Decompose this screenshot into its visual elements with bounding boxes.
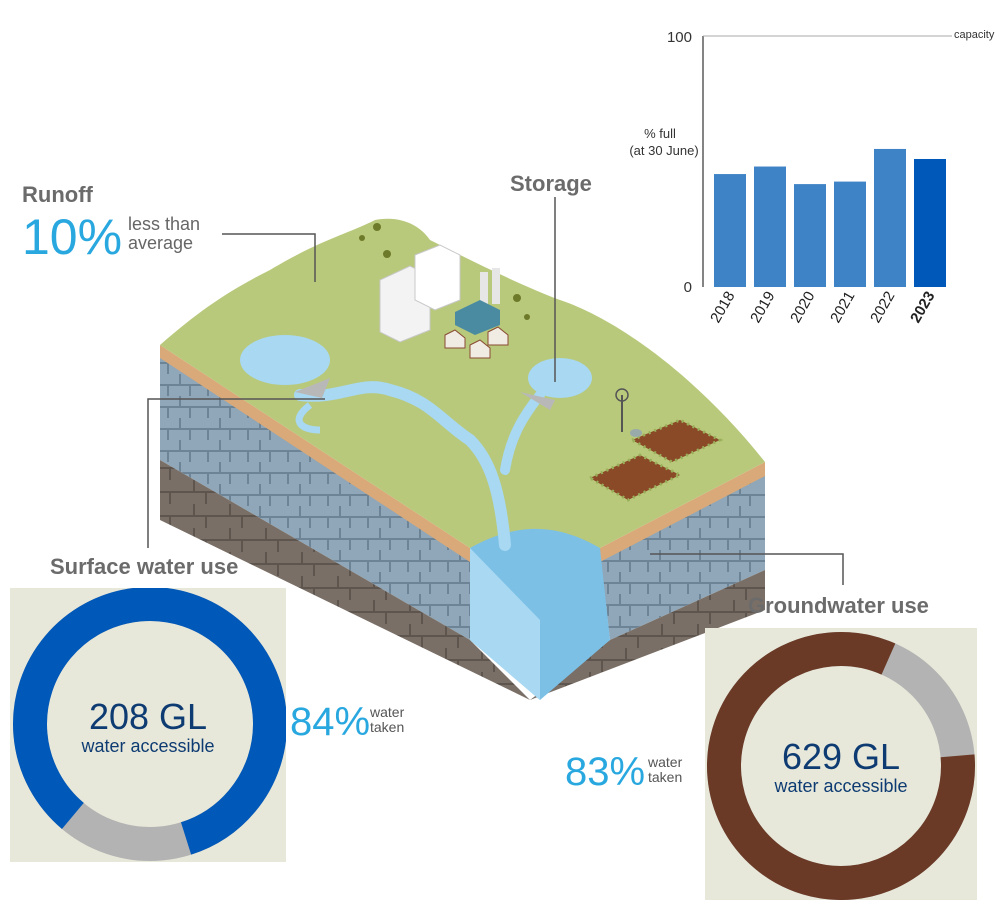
bar-2023 [914, 158, 946, 287]
right-face-upper-rock [600, 470, 765, 640]
surface-water-leader [147, 398, 325, 548]
surface-water-taken-label: water taken [370, 705, 404, 734]
surface-water-heading: Surface water use [50, 554, 239, 579]
right-face-lower-rock [530, 570, 765, 700]
runoff-percent: 10% [22, 209, 123, 265]
bars [714, 148, 946, 287]
x-tick-2019: 2019 [747, 289, 778, 326]
groundwater-taken-label: water taken [648, 755, 682, 784]
groundwater-accessible-value: 629 GL [781, 736, 901, 777]
runoff-leader [222, 233, 316, 282]
x-tick-2022: 2022 [867, 289, 898, 326]
groundwater-donut [707, 632, 975, 900]
farm-fields [586, 418, 724, 502]
runoff-note-line1: less than [128, 214, 201, 234]
y-tick-100: 100 [667, 29, 692, 46]
left-face-lower-rock [160, 460, 530, 700]
groundwater-taken-line1: water [648, 754, 683, 770]
windmill [615, 388, 642, 437]
groundwater-panel: 629 GL water accessible [705, 628, 977, 900]
left-face-upper-rock [160, 355, 470, 640]
bar-2018 [714, 174, 746, 287]
surface-water-taken-percent: 84% [290, 700, 371, 744]
bar-2020 [794, 184, 826, 287]
x-tick-2021: 2021 [827, 289, 858, 326]
surface-water-taken-line2: taken [370, 718, 405, 735]
storage-chart: 100 0 capacity % full (at 30 June) 2018 2… [630, 29, 995, 326]
left-lake [240, 335, 330, 385]
x-tick-2018: 2018 [707, 289, 738, 326]
surface-water-accessible-label: water accessible [81, 736, 215, 756]
surface-water-accessible-value: 208 GL [88, 696, 208, 737]
x-tick-labels: 2018 2019 2020 2021 2022 2023 [707, 289, 938, 326]
bar-2022 [874, 148, 906, 287]
surface-water-taken-line1: water [370, 704, 405, 720]
groundwater-taken-line2: taken [648, 768, 683, 785]
bar-2021 [834, 181, 866, 287]
donut-taken-segment [707, 632, 975, 900]
houses [444, 326, 509, 359]
runoff-note: less than average [128, 215, 200, 253]
right-face-soil [600, 462, 765, 562]
grass-surface [160, 218, 765, 549]
bar-2019 [754, 166, 786, 287]
y-axis-label-line1: % full [644, 126, 676, 141]
city-buildings [379, 244, 500, 343]
surface-water-panel: 208 GL water accessible [10, 588, 286, 862]
groundwater-taken-percent: 83% [565, 750, 646, 794]
river [294, 381, 511, 551]
groundwater-heading: Groundwater use [748, 593, 929, 618]
runoff-heading: Runoff [22, 182, 93, 207]
trees [359, 223, 530, 320]
right-lake [528, 358, 592, 398]
y-axis-label-line2: (at 30 June) [630, 143, 699, 158]
groundwater-accessible-label: water accessible [774, 776, 908, 796]
x-tick-2023: 2023 [907, 289, 938, 326]
storage-heading: Storage [510, 171, 592, 196]
y-tick-0: 0 [684, 279, 692, 296]
groundwater-leader [650, 553, 844, 585]
runoff-note-line2: average [128, 232, 194, 253]
x-tick-2020: 2020 [787, 289, 818, 326]
surface-water-donut [13, 588, 286, 861]
capacity-label: capacity [954, 29, 995, 41]
